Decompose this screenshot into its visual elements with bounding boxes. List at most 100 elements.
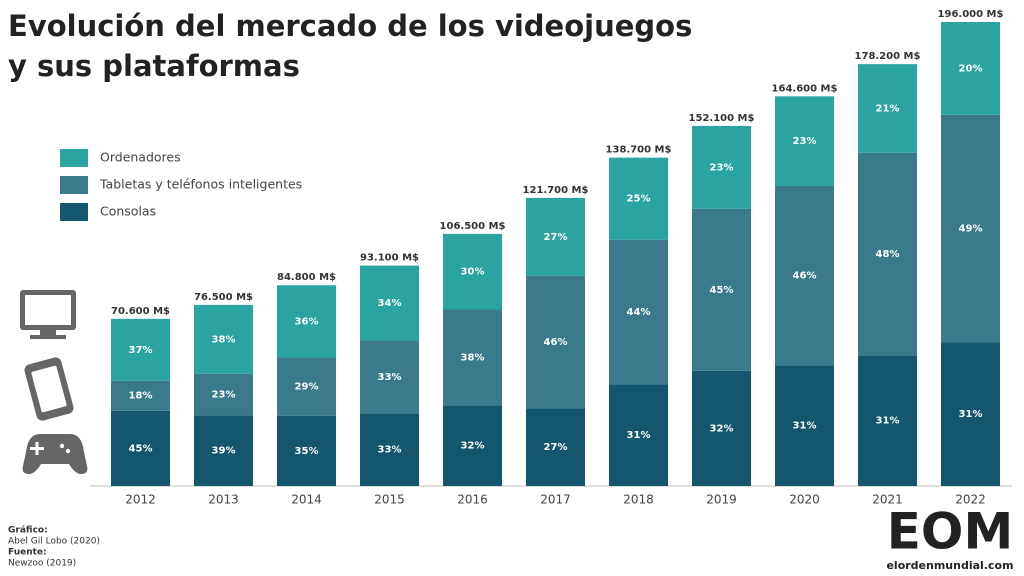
bar-segment (360, 413, 419, 486)
bar-segment (775, 96, 834, 186)
legend-swatch (60, 203, 88, 221)
title-line: Evolución del mercado de los videojuegos (8, 9, 692, 43)
segment-label: 46% (793, 271, 817, 282)
segment-label: 37% (129, 345, 153, 356)
bar-segment (277, 357, 336, 416)
bar-segment (609, 384, 668, 486)
segment-label: 38% (212, 334, 236, 345)
total-label: 106.500 M$ (440, 221, 506, 232)
total-label: 70.600 M$ (111, 306, 170, 317)
segment-label: 20% (959, 63, 983, 74)
segment-label: 23% (710, 162, 734, 173)
x-tick-label: 2021 (872, 493, 903, 507)
total-label: 196.000 M$ (938, 9, 1004, 20)
segment-label: 34% (378, 298, 402, 309)
legend-label: Consolas (100, 204, 156, 219)
bar-segment (111, 410, 170, 486)
bar-segment (858, 64, 917, 153)
segment-label: 38% (461, 352, 485, 363)
total-label: 152.100 M$ (689, 113, 755, 124)
x-tick-label: 2016 (457, 493, 488, 507)
bar-segment (609, 239, 668, 385)
segment-label: 46% (544, 337, 568, 348)
bar-segment (194, 304, 253, 374)
segment-label: 32% (710, 423, 734, 434)
total-label: 76.500 M$ (194, 292, 253, 303)
logo-site: elordenmundial.com (886, 559, 1013, 572)
platform-icons (20, 290, 88, 474)
segment-label: 30% (461, 267, 485, 278)
segment-label: 29% (295, 382, 319, 393)
segment-label: 27% (544, 442, 568, 453)
segment-label: 49% (959, 223, 983, 234)
total-label: 84.800 M$ (277, 272, 336, 283)
bar-segment (111, 318, 170, 381)
bar-segment (609, 157, 668, 240)
segment-label: 21% (876, 103, 900, 114)
bar-segment (443, 405, 502, 486)
bar-segment (194, 415, 253, 486)
x-tick-label: 2020 (789, 493, 820, 507)
segment-label: 31% (876, 416, 900, 427)
segment-label: 25% (627, 194, 651, 205)
segment-label: 32% (461, 441, 485, 452)
footer-label: Fuente: (8, 548, 47, 558)
bar-segment (692, 125, 751, 209)
bar-segment (277, 415, 336, 486)
bar-segment (111, 380, 170, 411)
segment-label: 23% (212, 390, 236, 401)
footer-text: Newzoo (2019) (8, 559, 76, 569)
segment-label: 18% (129, 391, 153, 402)
x-tick-label: 2012 (125, 493, 156, 507)
bar-segment (526, 197, 585, 276)
segment-label: 44% (627, 307, 651, 318)
segment-label: 33% (378, 445, 402, 456)
x-tick-label: 2019 (706, 493, 737, 507)
segment-label: 33% (378, 372, 402, 383)
segment-label: 45% (129, 443, 153, 454)
segment-label: 31% (793, 421, 817, 432)
footer-text: Abel Gil Lobo (2020) (8, 537, 100, 547)
legend-swatch (60, 176, 88, 194)
bar-segment (277, 285, 336, 358)
x-tick-label: 2013 (208, 493, 239, 507)
total-label: 138.700 M$ (606, 145, 672, 156)
bar-segment (443, 309, 502, 406)
total-label: 93.100 M$ (360, 253, 419, 264)
legend-label: Tabletas y teléfonos inteligentes (99, 177, 302, 192)
segment-label: 45% (710, 285, 734, 296)
x-tick-label: 2015 (374, 493, 405, 507)
bar-segment (941, 22, 1000, 115)
bar-segment (360, 340, 419, 414)
bar-segment (941, 114, 1000, 343)
total-label: 164.600 M$ (772, 83, 838, 94)
segment-label: 35% (295, 446, 319, 457)
segment-label: 48% (876, 249, 900, 260)
total-label: 178.200 M$ (855, 51, 921, 62)
bar-segment (858, 355, 917, 486)
segment-label: 31% (627, 430, 651, 441)
bar-segment (194, 373, 253, 416)
segment-label: 36% (295, 316, 319, 327)
bar-segment (775, 185, 834, 366)
bar-segment (526, 408, 585, 486)
bar-segment (941, 342, 1000, 486)
segment-label: 27% (544, 232, 568, 243)
bar-segment (692, 208, 751, 371)
x-tick-label: 2014 (291, 493, 322, 507)
bar-segment (692, 370, 751, 486)
bar-segment (360, 265, 419, 341)
legend-swatch (60, 149, 88, 167)
bar-segment (443, 233, 502, 310)
legend-label: Ordenadores (100, 150, 181, 165)
title-line: y sus plataformas (8, 49, 300, 83)
bar-segment (775, 365, 834, 486)
total-label: 121.700 M$ (523, 185, 589, 196)
x-tick-label: 2017 (540, 493, 571, 507)
logo: EOM (887, 503, 1013, 561)
footer-label: Gráfico: (8, 526, 48, 536)
segment-label: 39% (212, 446, 236, 457)
segment-label: 23% (793, 136, 817, 147)
x-tick-label: 2022 (955, 493, 986, 507)
